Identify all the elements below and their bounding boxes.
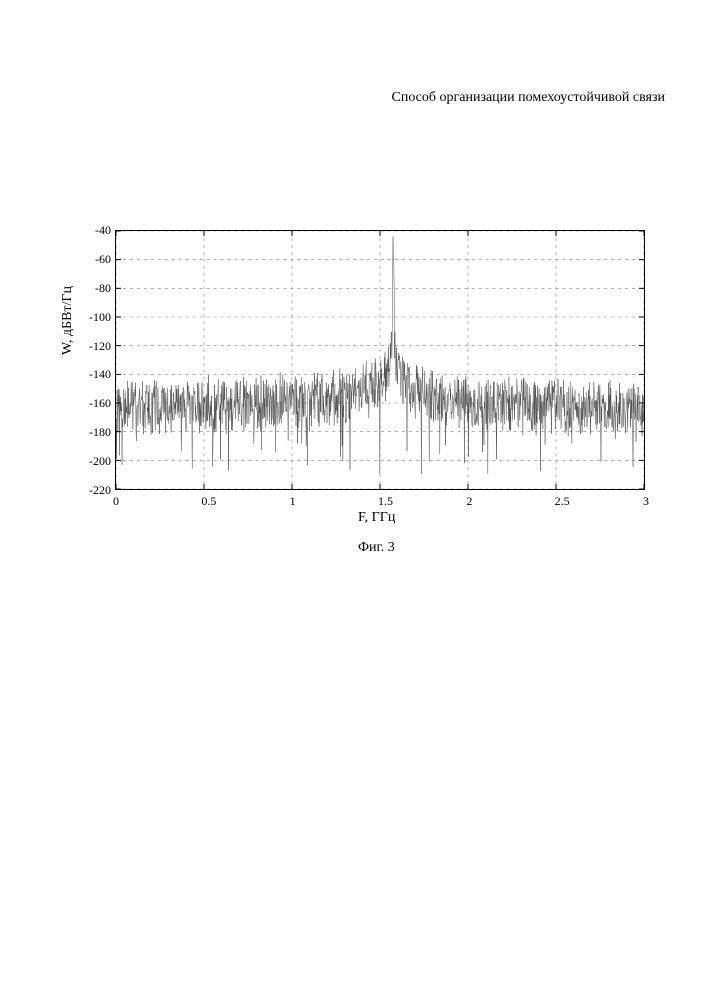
y-tick: -40 bbox=[83, 223, 111, 238]
y-tick: -120 bbox=[83, 339, 111, 354]
y-tick: -140 bbox=[83, 367, 111, 382]
x-tick: 0.5 bbox=[201, 494, 216, 509]
y-tick: -160 bbox=[83, 396, 111, 411]
y-tick: -100 bbox=[83, 310, 111, 325]
y-axis-label: W, дБВт/Гц bbox=[60, 286, 76, 355]
figure-caption: Фиг. 3 bbox=[358, 540, 395, 556]
y-tick: -60 bbox=[83, 252, 111, 267]
y-tick: -80 bbox=[83, 281, 111, 296]
x-tick: 1.5 bbox=[378, 494, 393, 509]
page-title: Способ организации помехоустойчивой связ… bbox=[391, 90, 665, 106]
x-tick: 2 bbox=[466, 494, 472, 509]
y-tick: -200 bbox=[83, 454, 111, 469]
x-tick: 0 bbox=[113, 494, 119, 509]
spectrum-chart bbox=[115, 230, 645, 490]
y-tick: -180 bbox=[83, 425, 111, 440]
x-axis-label: F, ГГц bbox=[358, 510, 395, 526]
x-tick: 1 bbox=[290, 494, 296, 509]
x-tick: 3 bbox=[643, 494, 649, 509]
y-tick: -220 bbox=[83, 483, 111, 498]
x-tick: 2.5 bbox=[555, 494, 570, 509]
